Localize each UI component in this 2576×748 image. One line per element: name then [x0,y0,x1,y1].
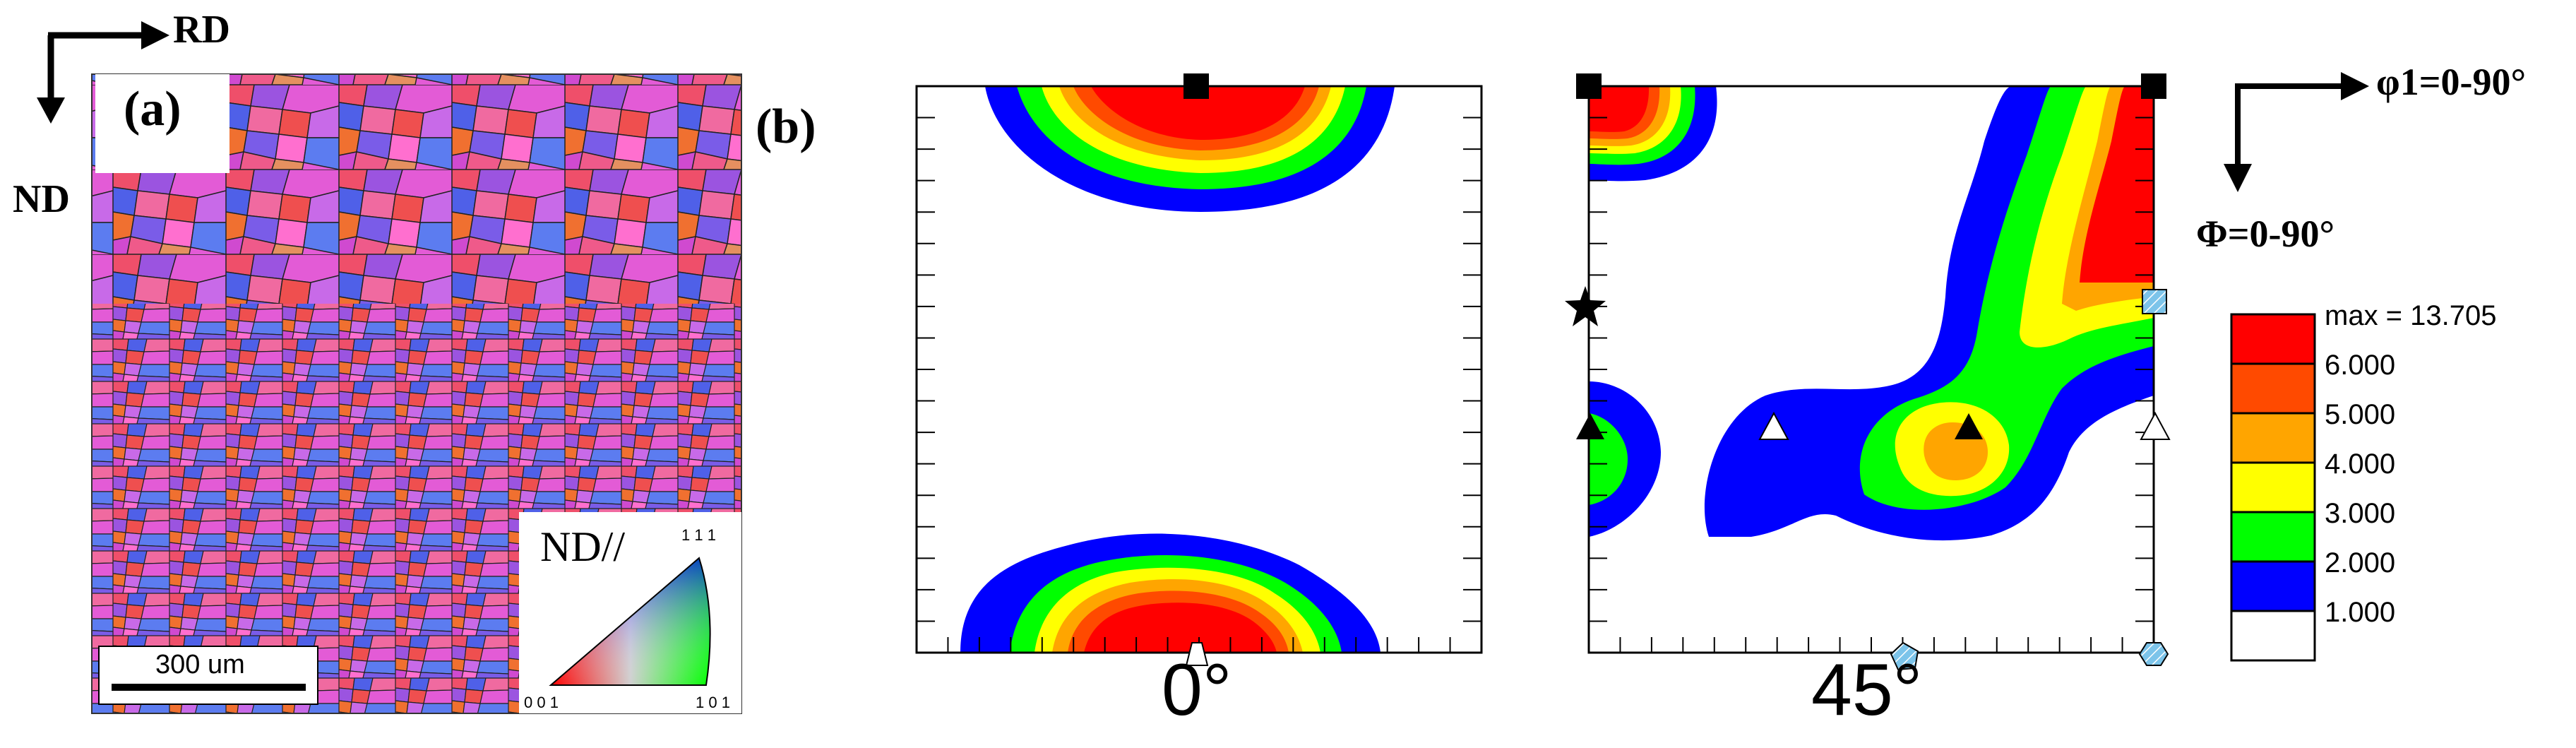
goss-trapezoid-marker [1185,642,1209,666]
ipf-corner-001: 0 0 1 [524,694,559,711]
legend-label: 4.000 [2325,449,2396,480]
legend-label: 3.000 [2325,498,2396,529]
scale-bar [112,684,306,691]
scale-bar-box [98,646,318,705]
scale-bar-label: 300 um [155,650,245,679]
panel-a-label-box [95,74,229,173]
black-triangle-mid [1955,413,1983,439]
panel-b-label: (b) [756,100,816,154]
section-caption-45: 45° [1811,649,1923,731]
legend-swatch [2230,461,2316,513]
legend [2230,313,2316,662]
square-marker-topright [2141,73,2166,99]
ipf-key-title: ND// [540,523,625,570]
axis-rd-label: RD [173,8,230,52]
legend-swatch [2230,412,2316,464]
panel-a-label: (a) [124,82,181,136]
legend-swatch [2230,511,2316,563]
markers-45 [1565,73,2171,671]
hatched-pentagon-marker [1890,641,1919,671]
ipf-corner-101: 1 0 1 [696,694,730,711]
legend-label: 5.000 [2325,399,2396,430]
legend-swatch [2230,313,2316,365]
legend-swatch [2230,610,2316,662]
odf-section-45 [1587,85,2155,654]
panel-a [37,21,742,714]
square-marker-topleft [1576,73,1602,99]
legend-label: 6.000 [2325,350,2396,381]
legend-label: 1.000 [2325,597,2396,628]
axis-phi1-label: φ1=0-90° [2376,61,2527,103]
ipf-corner-111: 1 1 1 [681,526,716,544]
markers-0 [1183,73,1209,666]
legend-label: max = 13.705 [2325,300,2497,331]
axis-nd-label: ND [13,177,70,221]
legend-swatch [2230,560,2316,612]
axis-Phi-label: Φ=0-90° [2196,213,2335,255]
phi-axes-arrows [2224,72,2369,192]
white-triangle-mid [1758,411,1789,440]
panel-b [915,72,2369,671]
legend-swatch [2230,362,2316,415]
cube-square-marker [1183,73,1209,99]
axes-arrows-a [37,21,169,124]
ipf-key [519,512,741,713]
hatched-hexagon-marker [2138,642,2169,666]
star-marker [1565,286,1606,326]
black-triangle-left [1576,413,1604,439]
odf-section-0 [915,85,1483,654]
hatched-square-marker [2142,289,2167,314]
section-caption-0: 0° [1162,649,1232,731]
legend-label: 2.000 [2325,547,2396,578]
ebsd-map [91,73,742,714]
white-triangle-right [2140,411,2171,440]
